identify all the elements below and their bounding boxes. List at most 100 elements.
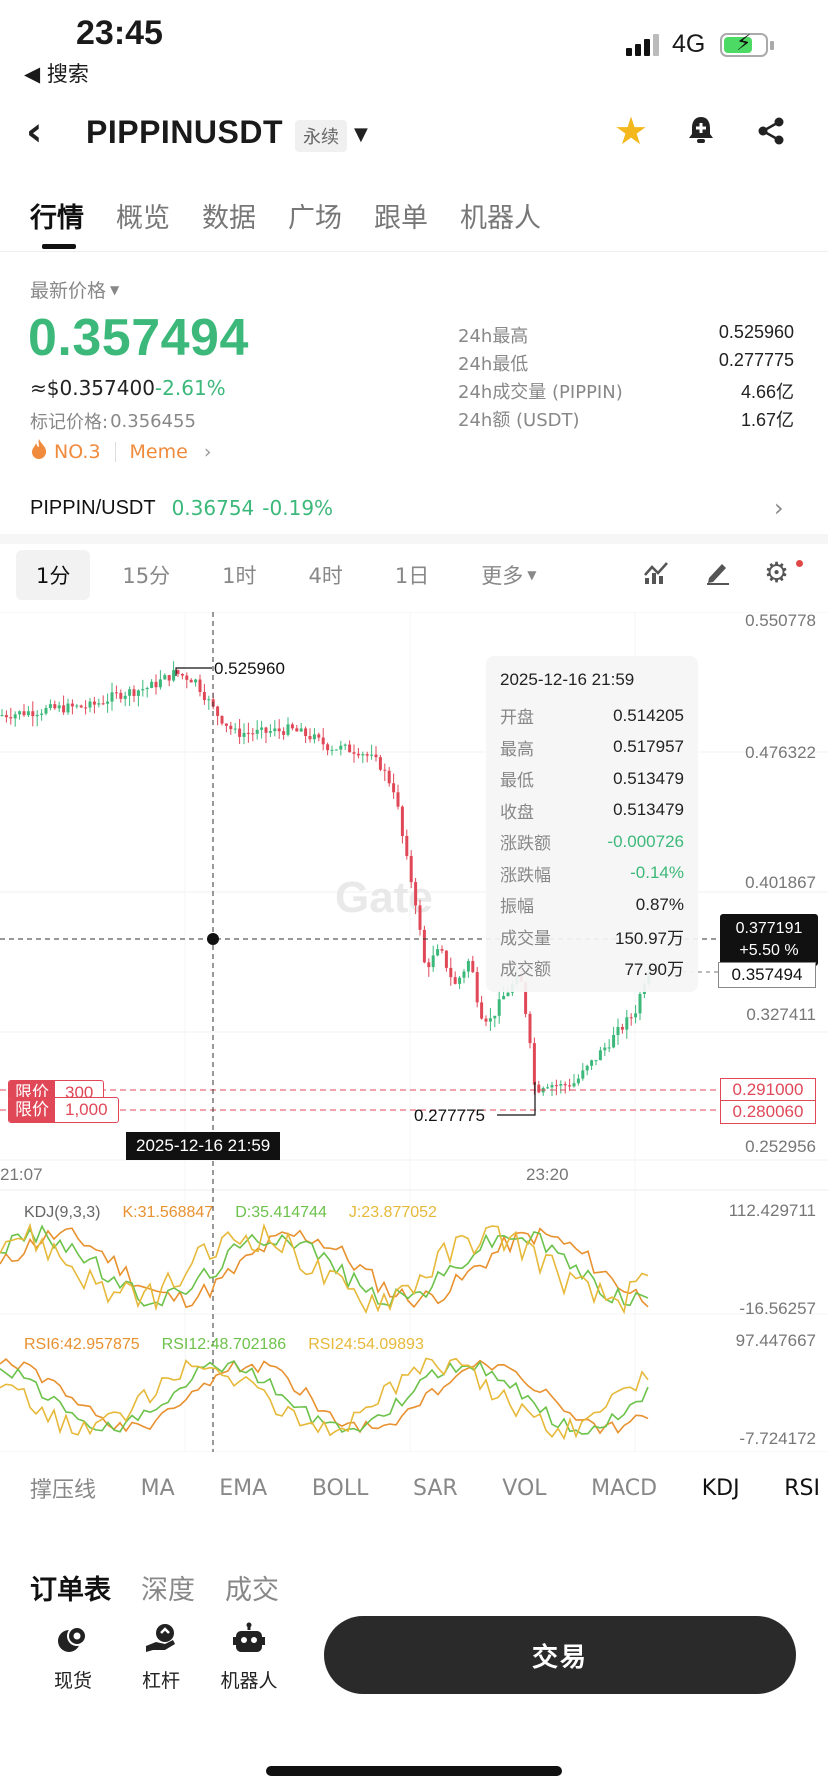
chart-watermark: Gate: [335, 873, 433, 922]
kdj-k: K:31.568847: [122, 1204, 214, 1221]
candle-body: [326, 744, 330, 751]
candle-body: [330, 749, 334, 751]
y-tick-label: 0.252956: [745, 1137, 816, 1156]
candle-body: [260, 727, 264, 730]
candle-body: [625, 1017, 629, 1030]
candlestick-chart[interactable]: Gate 0.525960 0.277775 0.550778 0.476322…: [0, 612, 828, 1452]
tab-market[interactable]: 行情: [30, 203, 84, 234]
candle-body: [9, 717, 13, 719]
candle-body: [246, 732, 250, 734]
indicator-ema[interactable]: EMA: [219, 1475, 268, 1501]
last-price-label-text: 最新价格: [30, 280, 107, 302]
candle-body: [348, 744, 352, 753]
candle-body: [224, 723, 228, 726]
battery-icon: ⚡: [720, 31, 768, 57]
candle-body: [66, 703, 70, 713]
tooltip-row: 成交量 150.97万: [500, 921, 684, 953]
limit-order-qty: 1,000: [65, 1100, 108, 1119]
indicator-rsi[interactable]: RSI: [784, 1475, 820, 1501]
indicator-sar[interactable]: SAR: [412, 1475, 458, 1501]
tooltip-row: 最高 0.517957: [500, 732, 684, 764]
candle-body: [132, 689, 136, 696]
spot-pair-row[interactable]: PIPPIN/USDT 0.36754 -0.19%: [30, 496, 333, 520]
back-to-app-link[interactable]: ◀ 搜索: [24, 62, 89, 86]
tab-square[interactable]: 广场: [288, 203, 342, 234]
indicator-macd[interactable]: MACD: [591, 1475, 658, 1501]
trade-button[interactable]: 交易: [324, 1616, 796, 1694]
mark-price-row: 标记价格: 0.356455: [30, 408, 196, 434]
candle-body: [462, 971, 466, 978]
candle-body: [220, 715, 224, 724]
candle-body: [167, 675, 171, 681]
tooltip-value: 77.90万: [624, 960, 684, 980]
candle-body: [163, 675, 167, 680]
home-indicator[interactable]: [266, 1766, 562, 1776]
candle-body: [145, 687, 149, 690]
candle-body: [422, 929, 426, 963]
indicator-boll[interactable]: BOLL: [311, 1475, 369, 1501]
low-marker-line: [497, 1082, 536, 1116]
back-arrow-icon[interactable]: ‹: [26, 109, 43, 155]
bottom-spot-button[interactable]: 现货: [28, 1618, 118, 1693]
limit-order-chip[interactable]: 限价 1,000: [8, 1097, 119, 1123]
candle-body: [436, 949, 440, 956]
tab-overview[interactable]: 概览: [116, 203, 170, 234]
candle-body: [352, 752, 356, 754]
indicator-line: [0, 1224, 649, 1307]
tab-data[interactable]: 数据: [202, 203, 256, 234]
kdj-name: KDJ(9,3,3): [24, 1204, 101, 1221]
interval-more[interactable]: 更多 ▼: [461, 550, 536, 600]
interval-15m[interactable]: 15分: [122, 564, 171, 588]
candle-body: [334, 749, 338, 751]
indicator-kdj[interactable]: KDJ: [701, 1475, 740, 1501]
tab-copy-trade[interactable]: 跟单: [374, 203, 428, 234]
candle-body: [264, 727, 268, 733]
indicator-line: [0, 1227, 649, 1309]
tooltip-value: 0.513479: [613, 800, 684, 820]
indicator-vol[interactable]: VOL: [502, 1475, 547, 1501]
divider: [0, 251, 828, 252]
chevron-down-icon: ▼: [110, 282, 120, 297]
bottom-margin-button[interactable]: 杠杆: [116, 1618, 206, 1693]
indicator-ma[interactable]: MA: [140, 1475, 175, 1501]
tooltip-value: -0.14%: [630, 863, 684, 883]
indicator-chart-icon[interactable]: [642, 559, 670, 589]
rsi-6: RSI6:42.957875: [24, 1336, 140, 1353]
candle-body: [414, 882, 418, 906]
bottom-bot-button[interactable]: 机器人: [204, 1618, 294, 1693]
price-alert-bell-icon[interactable]: [686, 114, 716, 150]
candle-body: [304, 728, 308, 737]
indicator-support-resistance[interactable]: 撑压线: [30, 1478, 97, 1503]
time-tick-label: 21:07: [0, 1165, 43, 1184]
last-price-label[interactable]: 最新价格 ▼: [30, 276, 119, 303]
interval-1h[interactable]: 1时: [222, 564, 257, 588]
interval-1d[interactable]: 1日: [394, 564, 430, 588]
share-icon[interactable]: [756, 116, 786, 150]
favorite-star-icon[interactable]: ★: [614, 109, 649, 153]
draw-pen-icon[interactable]: [704, 559, 732, 589]
tab-bot[interactable]: 机器人: [460, 203, 541, 234]
tooltip-key: 最低: [500, 771, 534, 792]
candle-body: [568, 1085, 572, 1087]
chevron-down-icon[interactable]: ▼: [354, 124, 368, 145]
indicator-line: [0, 1358, 649, 1435]
leverage-icon: [116, 1618, 206, 1660]
kdj-j: J:23.877052: [348, 1204, 437, 1221]
coins-icon: [28, 1618, 118, 1660]
pair-title[interactable]: PIPPINUSDT: [86, 114, 284, 150]
crosshair-date-tag: 2025-12-16 21:59: [126, 1132, 281, 1160]
crosshair-dot: [207, 933, 219, 945]
candle-body: [497, 999, 501, 1016]
candle-body: [290, 724, 294, 729]
tab-depth[interactable]: 深度: [141, 1575, 195, 1606]
rank-row[interactable]: NO.3 Meme ›: [30, 438, 211, 465]
tab-trades[interactable]: 成交: [225, 1575, 279, 1606]
y-tick-label: 0.327411: [746, 1005, 816, 1024]
tab-order-book[interactable]: 订单表: [30, 1575, 111, 1606]
tooltip-value: 0.87%: [635, 894, 684, 914]
interval-1m[interactable]: 1分: [16, 550, 91, 600]
candle-body: [603, 1047, 607, 1051]
interval-4h[interactable]: 4时: [308, 564, 343, 588]
chart-settings-gear-icon[interactable]: ⚙: [764, 556, 790, 589]
chevron-right-icon[interactable]: ›: [774, 494, 784, 522]
